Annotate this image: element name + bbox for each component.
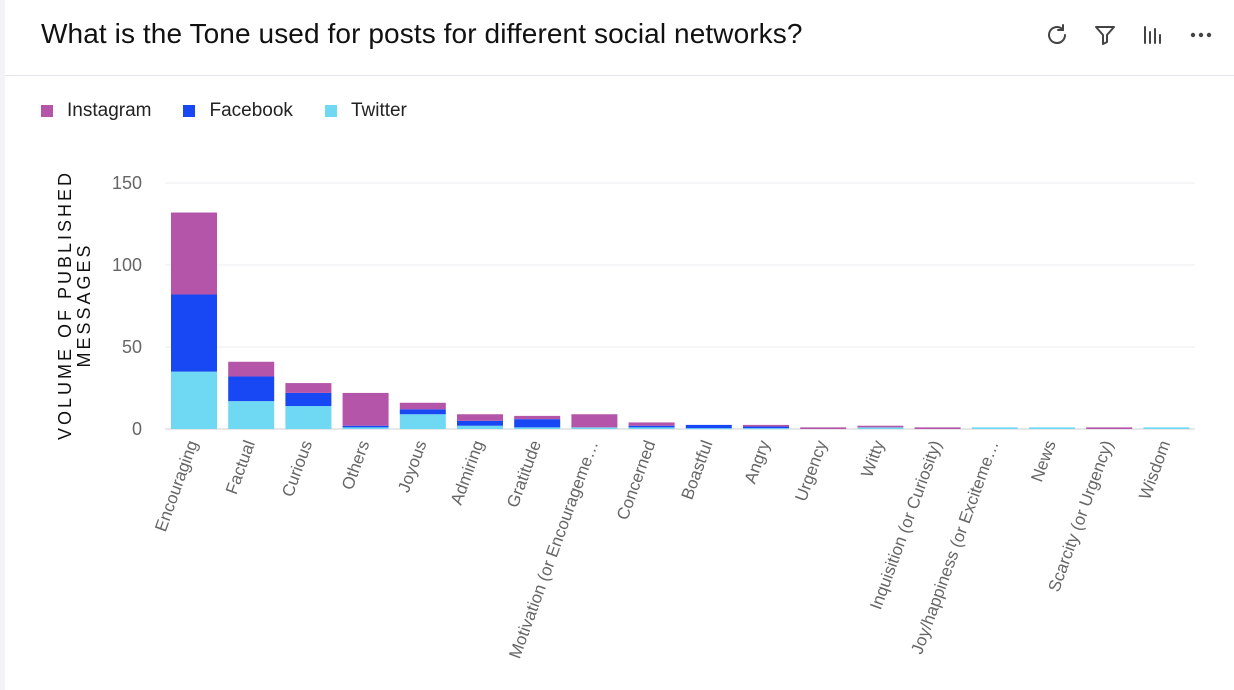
filter-icon[interactable]: [1092, 20, 1118, 50]
bar-instagram-16: [1086, 427, 1133, 429]
x-tick-label: Boastful: [678, 438, 717, 502]
bar-twitter-17: [1143, 427, 1190, 429]
bar-instagram-2: [285, 383, 332, 393]
bar-twitter-15: [1029, 427, 1075, 429]
bar-facebook-6: [514, 419, 561, 428]
legend-item-twitter[interactable]: Twitter: [324, 100, 407, 122]
legend-swatch-instagram: [41, 105, 53, 117]
legend-swatch-facebook: [183, 105, 196, 117]
bar-facebook-5: [457, 420, 503, 426]
x-tick-label: Angry: [741, 437, 774, 486]
bar-facebook-10: [743, 426, 789, 429]
x-tick-label: Witty: [857, 437, 888, 479]
bar-facebook-9: [685, 424, 732, 429]
chart-title: What is the Tone used for posts for diff…: [41, 18, 803, 49]
bar-facebook-2: [285, 392, 332, 407]
legend-label-facebook: Facebook: [209, 100, 293, 121]
bar-instagram-5: [457, 414, 503, 421]
bar-twitter-14: [971, 427, 1018, 429]
bar-instagram-3: [342, 392, 389, 426]
y-axis-label: VOLUME OF PUBLISHEDMESSAGES: [55, 170, 94, 440]
x-tick-label: Concerned: [613, 438, 659, 523]
y-tick-label: 50: [122, 337, 142, 357]
bar-instagram-12: [857, 425, 904, 428]
refresh-icon[interactable]: [1044, 20, 1070, 50]
x-tick-label: Scarcity (or Urgency): [1045, 438, 1117, 595]
bar-facebook-3: [342, 425, 389, 428]
x-tick-label: Admiring: [447, 438, 488, 508]
bar-instagram-7: [571, 414, 618, 428]
toolbar: [1044, 20, 1214, 50]
stacked-bar-chart: 0 50 100 150 VOLUME OF PUBLISHEDMESSAGES Enco…: [55, 170, 1195, 661]
bar-instagram-13: [914, 427, 961, 429]
bar-twitter-8: [628, 427, 675, 429]
bar-instagram-10: [743, 424, 789, 427]
x-tick-label: Others: [338, 438, 373, 492]
bar-instagram-1: [228, 361, 275, 377]
x-tick-label: Gratitude: [503, 438, 545, 510]
more-icon[interactable]: [1188, 20, 1214, 50]
x-tick-label: Encouraging: [151, 438, 202, 534]
legend-label-twitter: Twitter: [350, 100, 407, 121]
bar-twitter-7: [571, 427, 618, 429]
y-tick-label: 150: [112, 173, 142, 193]
bar-facebook-1: [228, 376, 275, 402]
legend-item-facebook[interactable]: Facebook: [183, 100, 293, 122]
chart-legend: Instagram Facebook Twitter: [41, 100, 407, 122]
legend-label-instagram: Instagram: [67, 100, 152, 121]
bar-twitter-9: [685, 428, 732, 430]
bar-twitter-2: [285, 406, 332, 429]
chart-type-icon[interactable]: [1140, 20, 1166, 50]
y-tick-label: 0: [132, 419, 142, 439]
bar-twitter-3: [342, 427, 389, 429]
bar-facebook-8: [628, 425, 675, 428]
bar-instagram-8: [628, 422, 675, 426]
bar-facebook-0: [171, 294, 217, 372]
bar-facebook-4: [399, 409, 446, 415]
bar-twitter-5: [457, 425, 503, 429]
bar-twitter-6: [514, 427, 561, 429]
bar-twitter-1: [228, 401, 275, 429]
x-tick-label: Joyous: [394, 438, 430, 495]
bar-instagram-4: [399, 402, 446, 410]
bar-instagram-11: [800, 427, 847, 429]
y-tick-label: 100: [112, 255, 142, 275]
legend-swatch-twitter: [324, 105, 337, 117]
bar-twitter-0: [171, 371, 217, 429]
bar-twitter-10: [743, 428, 789, 430]
bar-instagram-6: [514, 415, 561, 420]
chart-card: What is the Tone used for posts for diff…: [5, 0, 1234, 690]
card-header: What is the Tone used for posts for diff…: [5, 0, 1234, 76]
x-tick-label: Factual: [222, 438, 259, 497]
bar-twitter-4: [399, 414, 446, 429]
bar-instagram-0: [171, 212, 217, 295]
x-tick-label: Wisdom: [1135, 438, 1174, 502]
x-tick-label: Urgency: [791, 437, 831, 503]
x-tick-label: News: [1027, 438, 1059, 484]
legend-item-instagram[interactable]: Instagram: [41, 100, 151, 122]
x-tick-label: Curious: [278, 438, 316, 500]
bar-twitter-12: [857, 427, 904, 429]
